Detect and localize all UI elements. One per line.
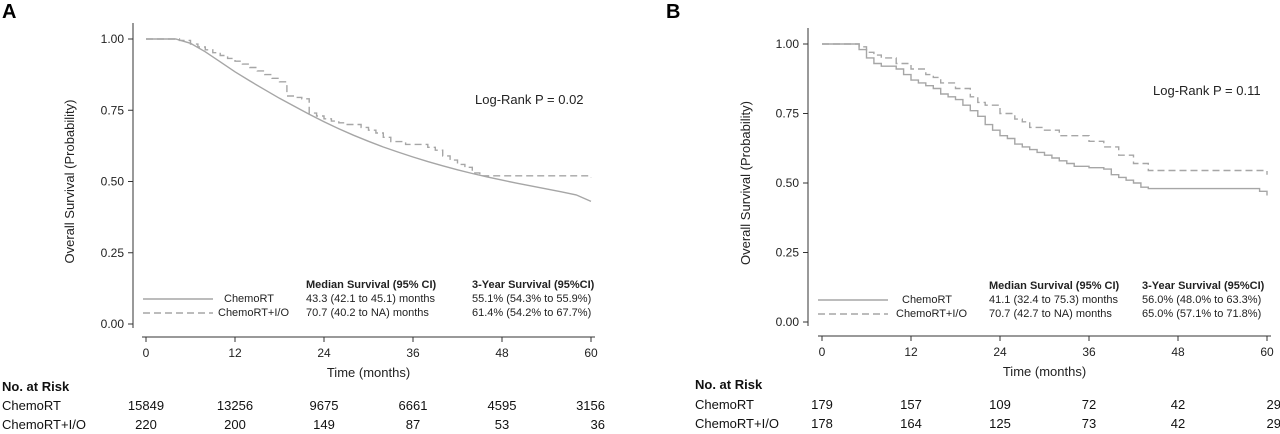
x-tick-label: 12 (228, 346, 242, 360)
risk-table-title: No. at Risk (695, 377, 763, 392)
legend-name: ChemoRT+I/O (896, 308, 967, 320)
x-axis-title: Time (months) (1003, 364, 1086, 379)
log-rank-annotation: Log-Rank P = 0.11 (1153, 83, 1261, 98)
x-tick-label: 0 (143, 346, 150, 360)
risk-value: 29 (1267, 416, 1280, 431)
legend-name: ChemoRT (902, 294, 952, 306)
risk-value: 15849 (128, 398, 164, 413)
risk-value: 164 (900, 416, 922, 431)
risk-row-label: ChemoRT (2, 398, 61, 413)
risk-value: 4595 (488, 398, 517, 413)
risk-value: 13256 (217, 398, 253, 413)
y-tick-label: 0.50 (101, 175, 125, 189)
x-tick-label: 48 (495, 346, 509, 360)
risk-value: 109 (989, 397, 1011, 412)
risk-table-title: No. at Risk (2, 379, 70, 394)
risk-value: 125 (989, 416, 1011, 431)
x-tick-label: 12 (904, 345, 918, 359)
legend-3yr-header: 3-Year Survival (95%CI) (1142, 280, 1265, 292)
y-tick-label: 0.75 (101, 103, 125, 117)
survival-curve-chemort (146, 38, 592, 203)
legend-3yr-header: 3-Year Survival (95%CI) (472, 279, 595, 291)
legend-median-value: 70.7 (40.2 to NA) months (306, 307, 429, 319)
legend-3yr-value: 55.1% (54.3% to 55.9%) (472, 293, 591, 305)
risk-value: 3156 (576, 398, 605, 413)
x-tick-label: 36 (1082, 345, 1096, 359)
y-tick-label: 0.50 (776, 176, 800, 190)
log-rank-annotation: Log-Rank P = 0.02 (475, 92, 584, 107)
risk-value: 42 (1171, 416, 1185, 431)
risk-value: 178 (811, 416, 833, 431)
risk-value: 29 (1267, 397, 1280, 412)
y-tick-label: 0.25 (776, 246, 800, 260)
legend-median-value: 43.3 (42.1 to 45.1) months (306, 293, 436, 305)
risk-value: 149 (313, 417, 335, 432)
risk-value: 73 (1082, 416, 1096, 431)
y-axis-title: Overall Survival (Probability) (62, 100, 77, 264)
legend-3yr-value: 65.0% (57.1% to 71.8%) (1142, 308, 1261, 320)
y-tick-label: 0.75 (776, 107, 800, 121)
risk-value: 36 (591, 417, 605, 432)
x-tick-label: 36 (406, 346, 420, 360)
legend-3yr-value: 56.0% (48.0% to 63.3%) (1142, 294, 1261, 306)
y-axis-title: Overall Survival (Probability) (738, 101, 753, 265)
x-axis-title: Time (months) (327, 365, 410, 380)
y-tick-label: 0.00 (776, 315, 800, 329)
panel-b-chart: 0.00 0.25 0.50 0.75 1.00 0 12 24 36 48 60 Time (mon… (695, 28, 1280, 431)
legend-name: ChemoRT+I/O (218, 307, 289, 319)
y-tick-label: 1.00 (776, 37, 800, 51)
risk-value: 9675 (310, 398, 339, 413)
survival-curve-chemort-io (822, 43, 1268, 175)
risk-value: 179 (811, 397, 833, 412)
y-tick-label: 1.00 (101, 32, 125, 46)
y-tick-label: 0.25 (101, 246, 125, 260)
panel-letter-a: A (2, 1, 16, 23)
x-tick-label: 24 (317, 346, 331, 360)
risk-row-label: ChemoRT+I/O (695, 416, 779, 431)
panel-letter-b: B (666, 1, 680, 23)
panel-a-chart: 0.00 0.25 0.50 0.75 1.00 0 12 24 36 48 60 Time (mon… (2, 23, 605, 432)
risk-row-label: ChemoRT (695, 397, 754, 412)
x-tick-label: 60 (584, 346, 598, 360)
risk-value: 157 (900, 397, 922, 412)
risk-value: 53 (495, 417, 509, 432)
risk-value: 200 (224, 417, 246, 432)
risk-value: 220 (135, 417, 157, 432)
legend-median-value: 41.1 (32.4 to 75.3) months (989, 294, 1119, 306)
legend-median-header: Median Survival (95% CI) (306, 279, 437, 291)
x-tick-label: 48 (1171, 345, 1185, 359)
legend-median-header: Median Survival (95% CI) (989, 280, 1120, 292)
x-tick-label: 24 (993, 345, 1007, 359)
risk-value: 6661 (399, 398, 428, 413)
legend-name: ChemoRT (224, 293, 274, 305)
risk-value: 87 (406, 417, 420, 432)
legend-median-value: 70.7 (42.7 to NA) months (989, 308, 1112, 320)
x-tick-label: 60 (1260, 345, 1274, 359)
x-tick-label: 0 (819, 345, 826, 359)
legend-3yr-value: 61.4% (54.2% to 67.7%) (472, 307, 591, 319)
survival-curve-chemort (822, 43, 1268, 196)
survival-curve-chemort-io (146, 38, 592, 178)
risk-row-label: ChemoRT+I/O (2, 417, 86, 432)
y-tick-label: 0.00 (101, 317, 125, 331)
risk-value: 72 (1082, 397, 1096, 412)
risk-value: 42 (1171, 397, 1185, 412)
